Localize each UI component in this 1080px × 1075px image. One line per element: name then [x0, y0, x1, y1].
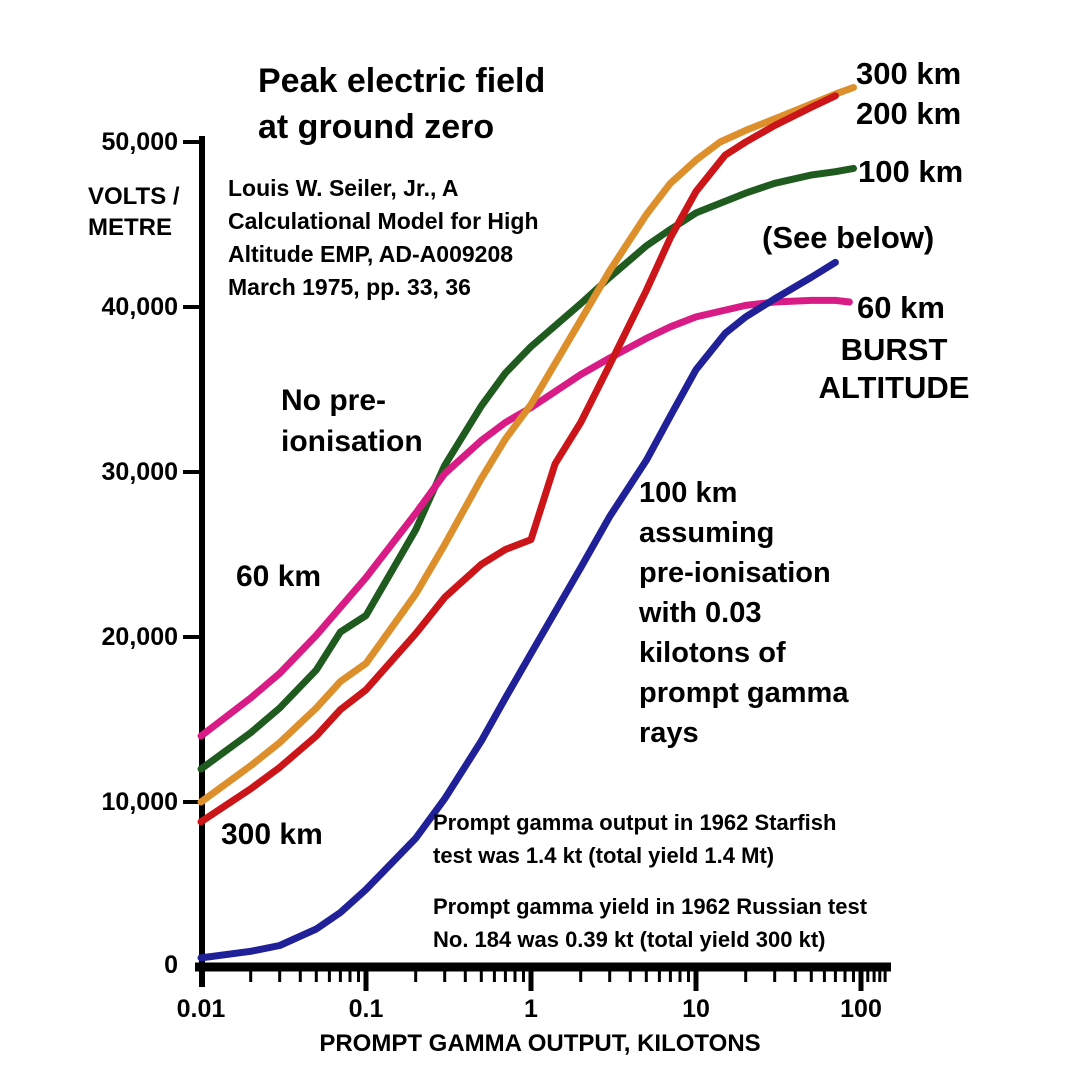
- y-axis-unit: VOLTS / METRE: [88, 181, 180, 243]
- russian-test-note-line2: No. 184 was 0.39 kt (total yield 300 kt): [433, 927, 826, 952]
- starfish-note-line2: test was 1.4 kt (total yield 1.4 Mt): [433, 843, 775, 868]
- curve-300km: [197, 84, 857, 806]
- y-tick-label-30000: 30,000: [101, 458, 178, 486]
- citation-line: Altitude EMP, AD-A009208: [228, 241, 514, 267]
- see-below-label: (See below): [762, 220, 935, 255]
- citation: Louis W. Seiler, Jr., A Calculational Mo…: [228, 172, 539, 304]
- y-tick-label-20000: 20,000: [101, 623, 178, 651]
- no-preionisation-label: No pre- ionisation: [281, 380, 423, 462]
- starfish-note: Prompt gamma output in 1962 Starfish tes…: [433, 806, 836, 872]
- burst-altitude-line1: BURST: [840, 332, 948, 367]
- y-tick-label-50000: 50,000: [101, 128, 178, 156]
- preionisation-annotation: 100 km assuming pre-ionisation with 0.03…: [639, 473, 848, 753]
- citation-line: March 1975, pp. 33, 36: [228, 274, 471, 300]
- russian-test-note-line1: Prompt gamma yield in 1962 Russian test: [433, 894, 868, 919]
- curve-label-100km: 100 km: [858, 154, 964, 189]
- no-preionisation-line1: No pre-: [281, 384, 386, 417]
- starfish-note-line1: Prompt gamma output in 1962 Starfish: [433, 810, 837, 835]
- no-preionisation-line2: ionisation: [281, 425, 423, 458]
- x-tick-label-0.1: 0.1: [348, 995, 384, 1023]
- curve-100km-preionised: [197, 258, 839, 962]
- preionisation-line: pre-ionisation: [639, 557, 831, 589]
- chart-title-line2: at ground zero: [258, 108, 495, 146]
- preionisation-line: kilotons of: [639, 637, 786, 669]
- chart-title-line1: Peak electric field: [258, 62, 546, 100]
- y-axis-unit-line2: METRE: [88, 214, 172, 241]
- x-tick-label-1: 1: [524, 995, 538, 1023]
- chart-title: Peak electric field at ground zero: [258, 58, 545, 150]
- preionisation-line: prompt gamma: [639, 677, 849, 709]
- y-axis-unit-line1: VOLTS /: [88, 183, 180, 210]
- preionisation-line: assuming: [639, 517, 775, 549]
- burst-altitude-line2: ALTITUDE: [818, 370, 970, 405]
- y-tick-label-0: 0: [164, 951, 178, 979]
- curve-200km: [197, 92, 839, 826]
- y-tick-label-40000: 40,000: [101, 293, 178, 321]
- curve-100km: [197, 164, 857, 773]
- curve-label-60km: 60 km: [857, 290, 945, 325]
- curve-label-300km: 300 km: [856, 56, 962, 91]
- preionisation-line: with 0.03: [639, 597, 762, 629]
- burst-altitude-label: BURST ALTITUDE: [788, 331, 1000, 407]
- preionisation-line: 100 km: [639, 477, 738, 509]
- y-tick-label-10000: 10,000: [101, 788, 178, 816]
- x-tick-label-0.01: 0.01: [176, 995, 226, 1023]
- curve-label-300km-left: 300 km: [221, 818, 323, 851]
- russian-test-note: Prompt gamma yield in 1962 Russian test …: [433, 890, 867, 956]
- curve-label-60km-left: 60 km: [236, 560, 322, 593]
- x-tick-label-10: 10: [682, 995, 710, 1023]
- x-axis-title: PROMPT GAMMA OUTPUT, KILOTONS: [319, 1030, 761, 1057]
- curve-label-200km: 200 km: [856, 96, 962, 131]
- citation-line: Calculational Model for High: [228, 208, 539, 234]
- x-tick-label-100: 100: [840, 995, 882, 1023]
- preionisation-line: rays: [639, 717, 699, 749]
- citation-line: Louis W. Seiler, Jr., A: [228, 175, 459, 201]
